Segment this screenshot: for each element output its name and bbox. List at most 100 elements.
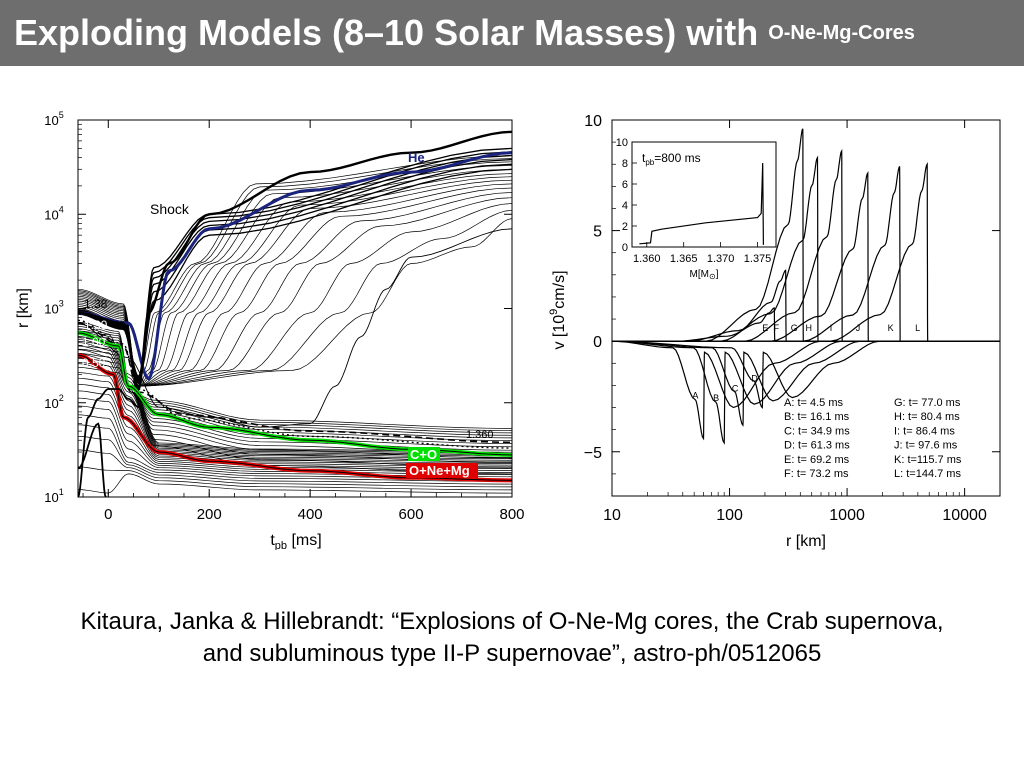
inner-edge-line-2 <box>78 422 107 497</box>
profile-label-j: J <box>856 323 861 333</box>
x-axis-label: r [km] <box>786 533 826 550</box>
co-label: C+O <box>410 447 437 462</box>
x-tick-label: 10 <box>603 507 621 524</box>
inner-shell-line <box>78 473 512 494</box>
velocity-profile-d <box>612 340 1000 409</box>
velocity-profile-l <box>612 161 1000 342</box>
falling-shell-line <box>78 345 512 455</box>
mass-label-130: 1.30 <box>84 318 108 332</box>
ejected-shell-line <box>78 155 512 387</box>
profile-label-h: H <box>805 323 812 333</box>
falling-shell-line <box>78 353 512 464</box>
legend-entry-a: A: t= 4.5 ms <box>784 397 843 409</box>
inset-x-tick-label: 1.375 <box>744 253 772 265</box>
legend-entry-k: K: t=115.7 ms <box>894 454 962 466</box>
inset-y-tick-label: 10 <box>616 137 628 149</box>
y-tick-exponent: 5 <box>59 110 64 120</box>
inset-y-tick-label: 8 <box>622 158 628 170</box>
profile-label-l: L <box>915 323 920 333</box>
radius-time-chart: 0 200 400 600 800 101 102 103 104 105 tpb [ms] r [k… <box>15 110 525 550</box>
profile-label-e: E <box>762 323 768 333</box>
mass-label-050: 0.50 <box>82 356 106 370</box>
inset-y-tick-label: 4 <box>622 200 628 212</box>
falling-shell-line <box>78 358 512 469</box>
co-label-bg <box>408 447 440 461</box>
y-tick-exponent: 3 <box>59 299 64 309</box>
y-tick-exponent: 2 <box>59 393 64 403</box>
x-tick-label: 400 <box>298 506 323 523</box>
ejected-shell-line <box>78 173 512 387</box>
velocity-profile-g <box>612 128 1000 342</box>
inset-y-tick-label: 0 <box>622 242 628 254</box>
velocity-profile-j <box>612 171 1000 342</box>
shock-line <box>78 130 512 392</box>
onemg-label-bg <box>406 463 478 478</box>
caption-line-2: and subluminous type II-P supernovae”, a… <box>202 640 822 667</box>
inset-x-axis-bracket: ] <box>716 269 719 280</box>
page-subtitle: O-Ne-Mg-Cores <box>768 21 915 44</box>
profile-label-a: A <box>692 391 698 401</box>
inner-edge-line <box>78 388 139 497</box>
outer-shell-line <box>78 147 512 378</box>
profile-label-f: F <box>774 323 780 333</box>
inset-x-axis-label: M[M⊙] <box>690 269 719 281</box>
x-tick-label: 200 <box>197 506 222 523</box>
right-plot-frame <box>611 119 1001 497</box>
inner-shell-line <box>78 435 512 485</box>
falling-shell-line <box>78 342 512 451</box>
y-axis-label-exponent: 9 <box>548 309 560 315</box>
dashed-shell-line <box>78 322 512 444</box>
x-tick-label: 800 <box>499 506 524 523</box>
inset-x-tick-label: 1.365 <box>670 253 698 265</box>
dotted-shell-line <box>78 319 512 449</box>
legend-entry-c: C: t= 34.9 ms <box>784 425 850 437</box>
inset-x-tick-label: 1.370 <box>707 253 735 265</box>
x-tick-label: 1000 <box>829 507 865 524</box>
velocity-profile-b <box>612 340 1000 445</box>
y-axis-label-units: cm/s] <box>551 270 568 308</box>
profile-label-b: B <box>713 393 719 403</box>
inner-shell-line <box>78 405 512 478</box>
legend-entry-e: E: t= 69.2 ms <box>784 454 850 466</box>
x-axis-label: tpb [ms] <box>270 532 321 550</box>
inset-y-tick-label: 6 <box>622 179 628 191</box>
inner-shell-line <box>78 344 512 458</box>
inner-shell-line <box>78 341 512 457</box>
caption-line-1: Kitaura, Janka & Hillebrandt: “Explosion… <box>80 608 944 635</box>
x-tick-label: 100 <box>716 507 743 524</box>
onemg-boundary-outline <box>78 354 512 481</box>
inset-x-axis-subscript: ⊙ <box>709 272 716 281</box>
inner-shell-line <box>78 424 512 482</box>
title-bar: Exploding Models (8–10 Solar Masses) wit… <box>0 0 1024 66</box>
y-tick-label: 5 <box>593 224 602 241</box>
x-axis-label-subscript: pb <box>275 540 287 550</box>
falling-shell-line <box>78 363 512 475</box>
velocity-profile-a <box>612 340 1000 441</box>
legend-entry-d: D: t= 61.3 ms <box>784 440 850 452</box>
x-tick-label: 600 <box>399 506 424 523</box>
y-tick-exponent: 1 <box>59 487 64 497</box>
falling-shell-line <box>78 349 512 459</box>
page-title: Exploding Models (8–10 Solar Masses) wit… <box>14 12 759 53</box>
profile-label-g: G <box>791 323 798 333</box>
y-tick-label: 103 <box>44 299 63 317</box>
profile-label-i: I <box>830 323 833 333</box>
inner-shell-line <box>78 357 512 463</box>
y-tick-label: 0 <box>593 334 602 351</box>
co-boundary-outline <box>78 332 512 456</box>
inset-time-value: =800 ms <box>654 151 700 165</box>
y-axis-label: r [km] <box>15 288 32 328</box>
y-axis-label: v [109cm/s] <box>548 270 568 349</box>
ejected-shell-line <box>78 179 512 387</box>
mass-label-100: 1.00 <box>82 335 106 349</box>
shock-label: Shock <box>150 201 190 217</box>
inset-y-tick-label: 2 <box>622 221 628 233</box>
mass-label-138: 1.38 <box>84 297 108 311</box>
y-tick-label: 10 <box>584 113 602 130</box>
y-tick-label: 102 <box>44 393 63 411</box>
onemg-label: O+Ne+Mg <box>409 463 470 478</box>
y-tick-label: −5 <box>584 445 602 462</box>
y-tick-label: 105 <box>44 110 63 128</box>
he-boundary-line <box>78 151 512 381</box>
inner-shell-line <box>78 383 512 471</box>
